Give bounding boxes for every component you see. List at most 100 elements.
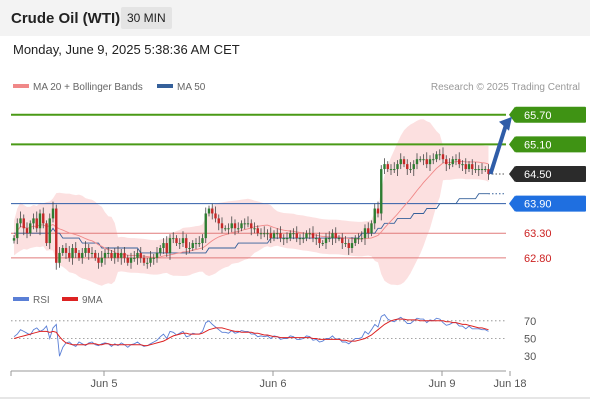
candle: [328, 238, 331, 240]
candle: [107, 252, 110, 254]
candle: [337, 238, 341, 240]
candle: [16, 223, 19, 239]
candle: [334, 233, 337, 239]
level-label: 63.90: [524, 199, 552, 211]
candle: [376, 208, 380, 214]
ma50-line: [14, 193, 489, 254]
x-tick-label: Jun 18: [493, 378, 526, 390]
instrument-title: Crude Oil (WTI): [11, 10, 121, 27]
candle: [110, 252, 113, 258]
candle: [58, 252, 61, 263]
bollinger-band: [14, 119, 489, 286]
candle: [207, 208, 211, 214]
candle: [38, 213, 42, 229]
candle: [142, 257, 146, 263]
rsi-ma9-line: [13, 318, 489, 347]
timestamp: Monday, June 9, 2025 5:38:36 AM CET: [13, 42, 240, 57]
candle: [256, 228, 259, 234]
candle: [393, 169, 396, 171]
candle: [318, 238, 321, 244]
candle: [321, 243, 324, 245]
candle: [331, 233, 334, 239]
candle: [74, 248, 77, 253]
candle: [357, 238, 360, 240]
candle: [77, 252, 81, 258]
candle: [90, 252, 94, 254]
forecast-arrow-head: [499, 116, 512, 131]
candle: [279, 233, 282, 239]
candle: [354, 238, 357, 244]
rsi-legend-swatch: [13, 297, 29, 301]
candle: [159, 248, 162, 253]
timeframe-button[interactable]: 30 MIN: [121, 7, 172, 29]
candle: [302, 238, 305, 240]
level-label: 63.30: [524, 228, 552, 240]
candle: [97, 257, 100, 263]
candle: [240, 223, 243, 229]
candle: [133, 257, 136, 259]
level-label-pointer: [509, 166, 515, 182]
candle: [48, 218, 51, 244]
candle: [116, 252, 120, 258]
candle: [402, 159, 406, 165]
level-label: 62.80: [524, 253, 552, 265]
candle: [220, 223, 224, 229]
candle: [214, 213, 217, 219]
candle: [315, 238, 318, 240]
legend-label: MA 20 + Bollinger Bands: [33, 82, 143, 93]
legend-label: MA 50: [177, 82, 206, 93]
candle: [12, 238, 16, 241]
candle: [230, 223, 233, 229]
candle: [120, 252, 123, 258]
candle: [185, 238, 188, 248]
candle: [308, 233, 311, 235]
candle: [438, 154, 441, 156]
candle: [194, 243, 198, 245]
candle: [409, 169, 412, 171]
candle: [191, 243, 194, 248]
candle: [324, 238, 328, 244]
candle: [61, 248, 64, 253]
level-label-pointer: [509, 106, 515, 123]
candle: [422, 159, 425, 161]
candle: [103, 252, 107, 258]
candle: [441, 154, 445, 160]
candle: [396, 164, 399, 170]
level-label-pointer: [509, 136, 515, 153]
rsi-legend-label: 9MA: [82, 295, 103, 306]
candle: [435, 154, 438, 160]
candle: [282, 238, 285, 240]
candle: [204, 213, 207, 239]
rsi-legend-label: RSI: [33, 295, 50, 306]
candle: [51, 208, 55, 219]
candle: [412, 164, 415, 170]
chart-header: Crude Oil (WTI) 30 MIN: [0, 0, 590, 36]
x-tick-label: Jun 5: [91, 378, 118, 390]
candle: [181, 238, 185, 244]
x-tick-label: Jun 9: [429, 378, 456, 390]
candle: [370, 223, 373, 234]
candle: [84, 248, 87, 253]
level-label-bg: [515, 136, 586, 153]
rsi-tick-label: 50: [524, 334, 536, 346]
candle: [298, 238, 302, 240]
candle: [155, 252, 159, 258]
candle: [289, 233, 292, 239]
candle: [432, 159, 435, 161]
level-label: 64.50: [524, 169, 552, 181]
candle: [55, 208, 58, 263]
candle: [198, 243, 201, 245]
candle: [484, 169, 487, 171]
candle: [87, 248, 90, 253]
candle: [360, 238, 363, 240]
candle: [94, 252, 97, 258]
candle: [263, 233, 266, 235]
candle: [237, 228, 240, 230]
candle: [227, 228, 230, 230]
candle: [487, 169, 490, 174]
candle: [211, 208, 214, 214]
candle: [292, 233, 295, 235]
candle: [162, 243, 165, 248]
candle: [467, 164, 471, 170]
candle: [243, 223, 246, 225]
